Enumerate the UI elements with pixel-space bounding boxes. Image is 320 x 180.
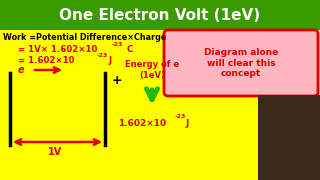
Text: = 1.602×10: = 1.602×10	[18, 55, 75, 64]
Text: Diagram alone
will clear this
concept: Diagram alone will clear this concept	[204, 48, 278, 78]
Text: e: e	[18, 65, 25, 75]
Text: C: C	[124, 44, 133, 53]
FancyBboxPatch shape	[164, 30, 318, 96]
Text: J: J	[185, 118, 188, 127]
Text: -23: -23	[97, 53, 108, 57]
Bar	[258, 95, 320, 180]
Text: 1V: 1V	[48, 147, 62, 157]
Text: -23: -23	[175, 114, 186, 120]
Text: 1.602×10: 1.602×10	[118, 118, 166, 127]
Bar	[0, 0, 320, 30]
Text: One Electron Volt (1eV): One Electron Volt (1eV)	[60, 8, 260, 22]
Text: = 1V× 1.602×10: = 1V× 1.602×10	[18, 44, 97, 53]
Text: J: J	[109, 55, 112, 64]
Text: +: +	[112, 73, 123, 87]
Text: Work =Potential Difference×Charge: Work =Potential Difference×Charge	[3, 33, 166, 42]
Text: Energy of e
(1eV): Energy of e (1eV)	[125, 60, 179, 80]
Text: -23: -23	[112, 42, 124, 46]
